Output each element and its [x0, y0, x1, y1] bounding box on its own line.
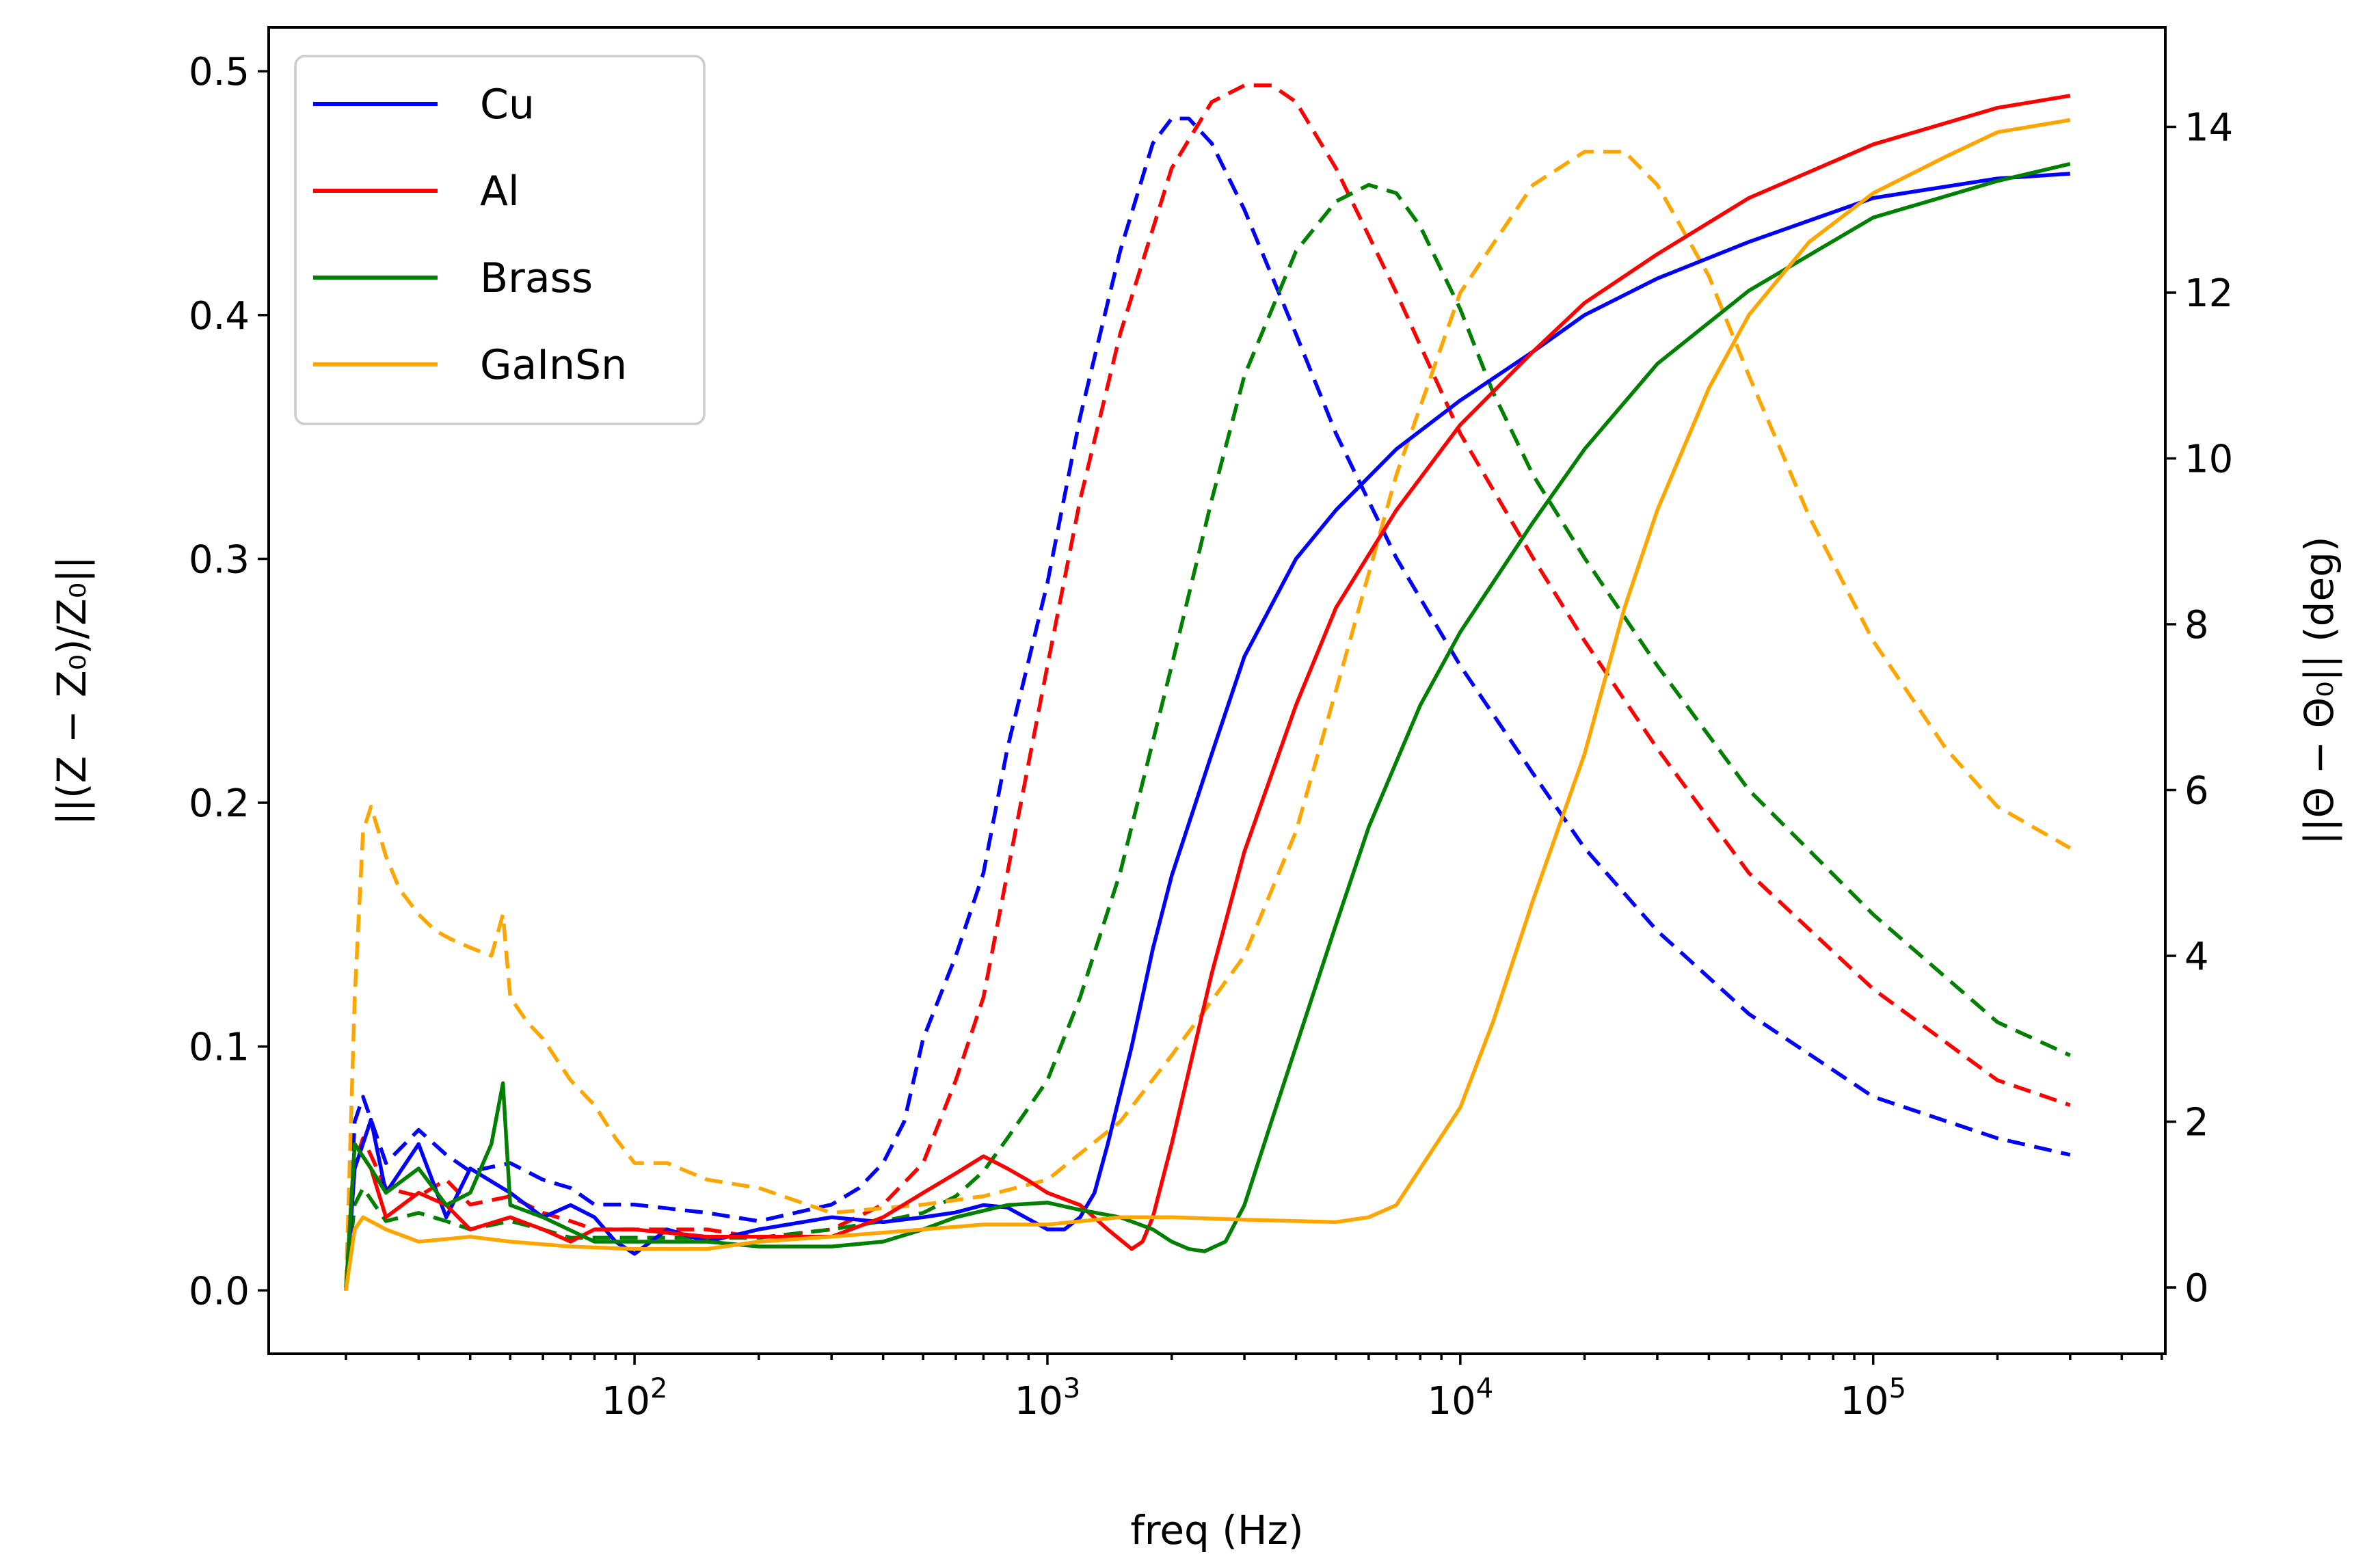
- y-right-tick-label: 4: [2184, 935, 2209, 979]
- legend-label-gainsn: GaInSn: [480, 341, 627, 389]
- y-right-tick-label: 10: [2184, 438, 2233, 482]
- series-cu-phase-dashed: [344, 116, 2071, 1288]
- y-axis-right-ticks: 0 2 4 6 8 10 12 14: [2165, 106, 2233, 1311]
- plot-frame: [267, 26, 2167, 1355]
- legend-label-al: Al: [480, 168, 520, 215]
- y-right-tick-label: 6: [2184, 769, 2209, 814]
- y-right-tick-label: 2: [2184, 1101, 2209, 1145]
- y-left-tick-label: 0.5: [189, 50, 250, 94]
- series-layer: [344, 83, 2072, 1291]
- legend-label-brass: Brass: [480, 254, 593, 302]
- legend-label-cu: Cu: [480, 81, 535, 129]
- series-al-impedance-solid: [344, 94, 2071, 1291]
- series-brass-impedance-solid: [344, 162, 2071, 1291]
- x-tick-label: 103: [1015, 1373, 1081, 1424]
- x-tick-label: 105: [1840, 1373, 1906, 1424]
- x-tick-label: 104: [1427, 1373, 1493, 1424]
- y-right-tick-label: 0: [2184, 1266, 2209, 1311]
- y-axis-left-label: ||(Z − Z₀)/Z₀||: [49, 556, 95, 825]
- y-axis-right-label: ||Θ − Θ₀|| (deg): [2296, 536, 2342, 844]
- y-right-tick-label: 14: [2184, 106, 2233, 150]
- series-al-phase-dashed: [344, 83, 2071, 1288]
- y-left-tick-label: 0.1: [189, 1026, 250, 1070]
- y-right-tick-label: 12: [2184, 271, 2233, 316]
- y-left-tick-label: 0.4: [189, 294, 250, 338]
- x-axis-ticks: 102 103 104 105: [345, 1354, 2163, 1424]
- series-gainsn-phase-dashed: [344, 150, 2072, 1288]
- y-right-tick-label: 8: [2184, 603, 2209, 647]
- legend-box: [294, 55, 706, 425]
- y-axis-left-ticks: 0.0 0.1 0.2 0.3 0.4 0.5: [189, 50, 269, 1313]
- y-left-tick-label: 0.3: [189, 537, 250, 582]
- legend: Cu Al Brass GaInSn: [294, 55, 706, 425]
- series-gainsn-impedance-solid: [344, 118, 2071, 1291]
- y-left-tick-label: 0.0: [189, 1269, 250, 1313]
- x-tick-label: 102: [602, 1373, 668, 1424]
- x-axis-label: freq (Hz): [1130, 1507, 1303, 1553]
- y-left-tick-label: 0.2: [189, 782, 250, 826]
